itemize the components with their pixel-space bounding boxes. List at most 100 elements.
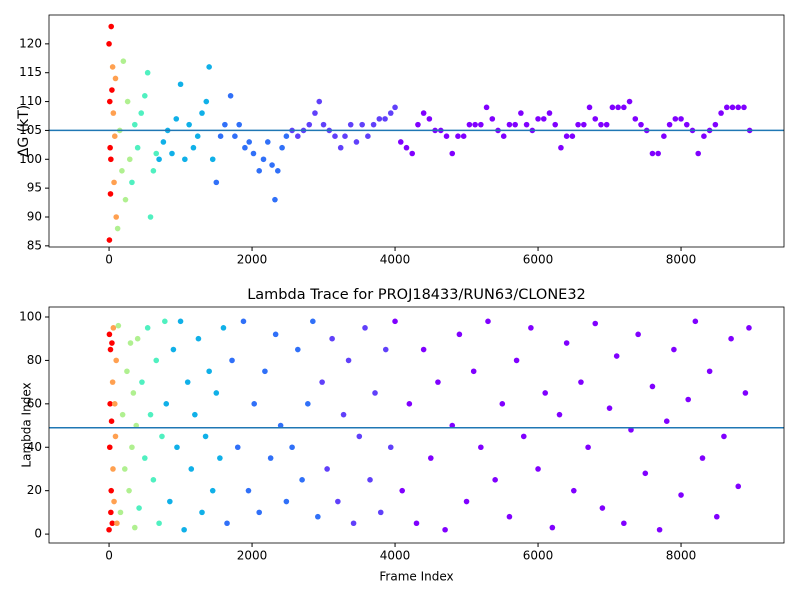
point	[112, 75, 119, 82]
y-tick-label: 110	[19, 94, 42, 108]
point	[735, 104, 742, 111]
point	[549, 524, 556, 531]
point	[713, 513, 720, 520]
point	[195, 335, 202, 342]
point	[685, 396, 691, 403]
point	[229, 357, 235, 364]
point	[109, 379, 116, 385]
point	[729, 104, 736, 111]
point	[177, 318, 184, 325]
point	[113, 214, 120, 220]
point	[188, 466, 195, 472]
point	[489, 116, 496, 122]
point	[663, 418, 670, 425]
point	[535, 466, 541, 472]
point	[483, 104, 490, 111]
point	[683, 121, 690, 128]
point	[613, 353, 620, 359]
point	[114, 520, 120, 527]
point	[435, 379, 441, 385]
point	[478, 121, 484, 128]
point	[107, 191, 114, 197]
point	[319, 379, 325, 385]
point	[213, 179, 220, 186]
point	[585, 444, 591, 451]
point	[206, 64, 212, 70]
point	[656, 526, 663, 533]
point	[106, 331, 113, 338]
point	[377, 509, 384, 516]
point	[279, 144, 285, 151]
point	[455, 133, 461, 139]
point	[119, 168, 125, 174]
point	[234, 444, 241, 451]
point	[129, 179, 135, 186]
point	[260, 156, 267, 163]
point	[692, 318, 699, 325]
point	[156, 156, 162, 163]
point	[144, 325, 151, 331]
point	[463, 498, 470, 505]
point	[133, 422, 140, 429]
point	[115, 322, 122, 329]
point	[142, 455, 148, 461]
point	[347, 121, 354, 128]
point	[661, 133, 667, 139]
y-tick-label: 105	[19, 123, 42, 137]
point	[267, 455, 274, 461]
point	[741, 104, 747, 111]
point	[130, 390, 137, 396]
point	[251, 401, 257, 407]
point	[415, 121, 421, 128]
point	[592, 320, 599, 327]
point	[299, 477, 305, 483]
point	[746, 325, 752, 331]
point	[129, 444, 135, 451]
point	[376, 116, 383, 122]
point	[106, 444, 113, 451]
point	[167, 498, 173, 505]
point	[626, 98, 633, 105]
point	[581, 121, 587, 128]
point	[506, 121, 513, 128]
point	[134, 144, 141, 151]
point	[264, 139, 271, 145]
point	[426, 116, 433, 122]
point	[552, 121, 559, 128]
point	[202, 433, 209, 440]
point	[272, 331, 279, 338]
point	[224, 520, 230, 527]
point	[499, 401, 506, 407]
y-tick-label: 0	[34, 527, 42, 541]
point	[283, 133, 290, 139]
point	[117, 509, 124, 516]
point	[272, 196, 278, 203]
point	[256, 168, 263, 174]
point	[170, 346, 177, 353]
point	[443, 133, 450, 139]
y-axis-label: Lambda Index	[20, 382, 34, 467]
point	[289, 444, 295, 451]
y-tick-label: 120	[19, 36, 42, 50]
point	[478, 444, 484, 451]
point	[359, 121, 365, 128]
point	[466, 121, 473, 128]
point	[528, 325, 534, 331]
y-tick-label: 60	[27, 396, 42, 410]
point	[305, 401, 311, 407]
point	[119, 411, 126, 418]
point	[174, 444, 180, 451]
point	[409, 150, 416, 157]
point	[232, 133, 238, 139]
point	[312, 110, 318, 116]
x-tick-label: 0	[105, 253, 113, 267]
point	[742, 390, 749, 396]
point	[563, 133, 570, 139]
point	[110, 110, 117, 116]
point	[114, 225, 121, 232]
point	[387, 110, 394, 116]
point	[599, 505, 606, 511]
y-tick-label: 95	[27, 181, 42, 195]
point	[227, 92, 234, 99]
point	[642, 470, 649, 477]
